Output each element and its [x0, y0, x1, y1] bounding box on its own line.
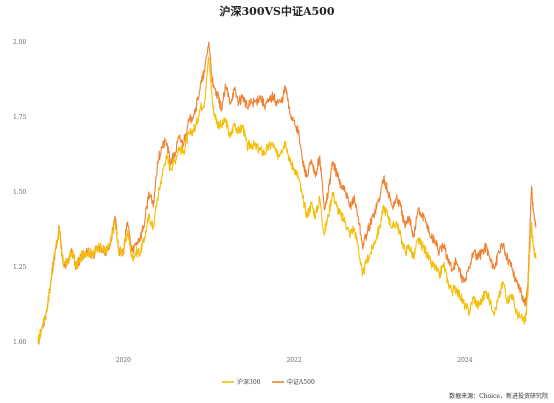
x-axis-ticks: 2020 2022 2024 [116, 357, 473, 364]
y-axis-ticks: 1.00 1.25 1.50 1.75 2.00 [13, 39, 27, 346]
x-tick-label: 2022 [286, 357, 301, 364]
y-tick-label: 1.75 [13, 114, 27, 121]
source-note: 数据来源：Choice，新进投资研究院 [449, 392, 548, 400]
y-tick-label: 1.00 [13, 339, 27, 346]
y-tick-label: 1.50 [13, 189, 27, 196]
series-layer [37, 41, 537, 345]
legend-label-hs300: 沪深300 [237, 378, 261, 386]
chart-title: 沪深300VS中证A500 [220, 4, 335, 18]
legend-label-a500: 中证A500 [287, 378, 315, 386]
series-line-hs300 [37, 56, 537, 343]
x-tick-label: 2024 [457, 357, 472, 364]
y-tick-label: 2.00 [13, 39, 27, 46]
y-tick-label: 1.25 [13, 264, 27, 271]
x-tick-label: 2020 [116, 357, 131, 364]
legend: 沪深300 中证A500 [222, 378, 315, 386]
